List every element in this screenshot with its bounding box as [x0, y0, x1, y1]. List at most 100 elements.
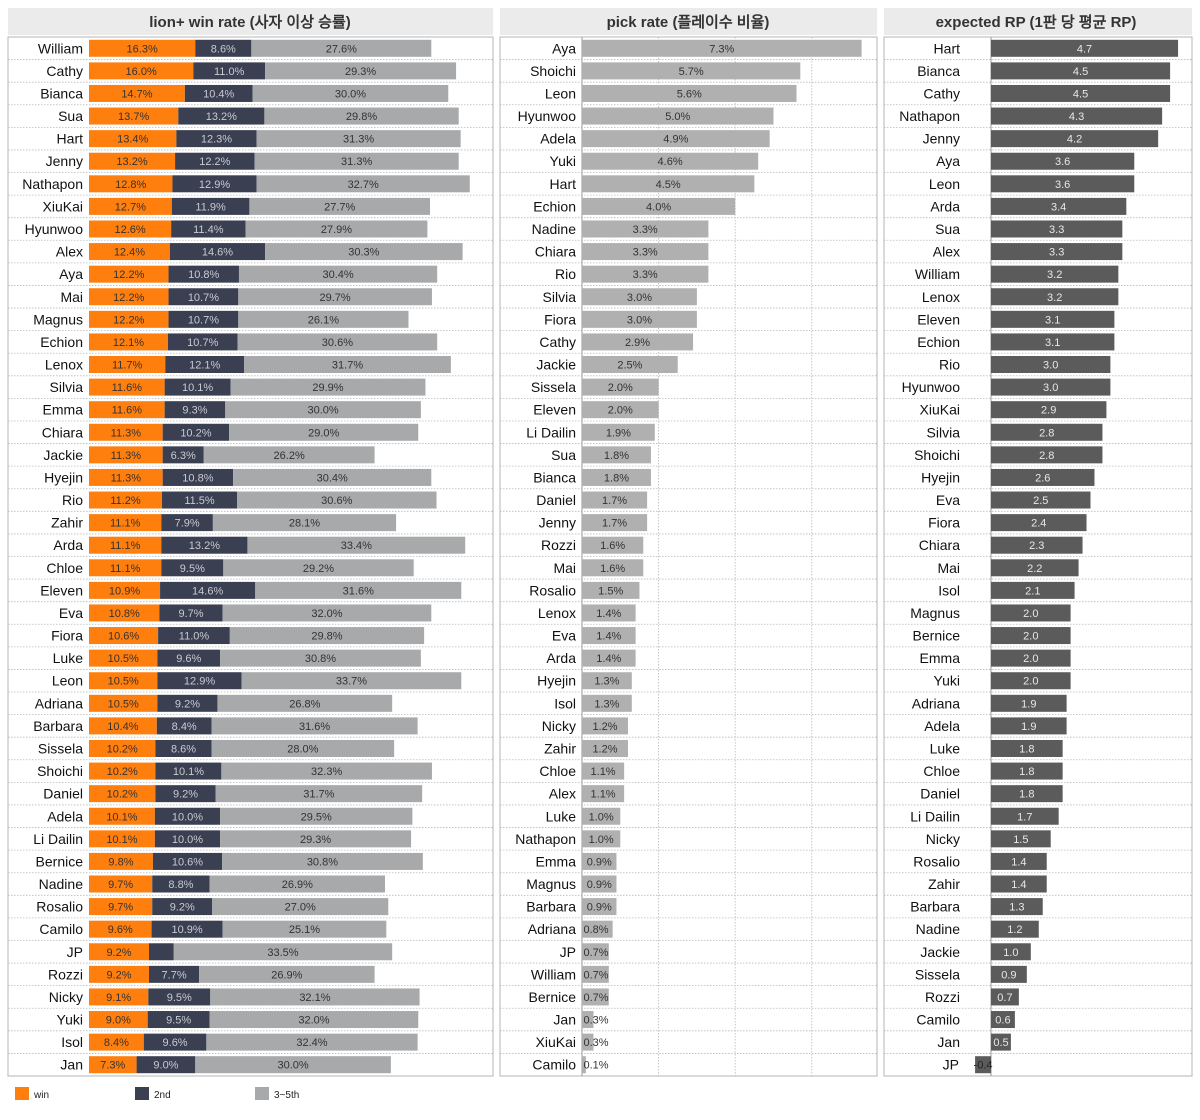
win-panel-bar-third-fifth — [206, 1033, 418, 1051]
pick-panel-character-label: Nadine — [532, 221, 577, 237]
win-panel-value-label-third-fifth: 29.3% — [345, 66, 376, 78]
pick-panel-character-label: Camilo — [532, 1057, 576, 1073]
rp-panel-value-label: 2.4 — [1031, 518, 1046, 530]
pick-panel-bar — [582, 378, 659, 396]
win-panel-value-label-third-fifth: 33.7% — [336, 676, 367, 688]
pick-panel-bar — [582, 581, 640, 599]
pick-panel-character-label: JP — [560, 944, 576, 960]
pick-panel-value-label: 5.0% — [665, 111, 690, 123]
pick-panel-character-label: Shoichi — [530, 63, 576, 79]
pick-panel-bar — [582, 130, 770, 148]
win-panel-value-label-second: 8.8% — [168, 879, 193, 891]
win-panel-value-label-third-fifth: 31.7% — [332, 360, 363, 372]
win-panel-bar-win — [89, 717, 157, 735]
win-panel-character-label: Emma — [43, 402, 84, 418]
pick-panel-bar — [582, 604, 636, 622]
win-panel-value-label-third-fifth: 26.1% — [308, 314, 339, 326]
win-panel-bar-second — [175, 152, 255, 170]
pick-panel-value-label: 1.0% — [589, 834, 614, 846]
win-panel-character-label: Isol — [61, 1034, 83, 1050]
win-panel-bar-third-fifth — [215, 785, 423, 803]
pick-panel-bar — [582, 807, 621, 825]
rp-panel-character-label: Chiara — [919, 537, 960, 553]
win-panel-value-label-third-fifth: 29.8% — [311, 631, 342, 643]
rp-panel-bar — [991, 785, 1063, 803]
win-panel-value-label-win: 12.6% — [114, 224, 145, 236]
rp-panel-bar — [991, 649, 1071, 667]
rp-panel-value-label: 0.9 — [1001, 969, 1016, 981]
pick-panel-bar — [582, 1056, 586, 1074]
win-panel-value-label-third-fifth: 27.6% — [326, 43, 357, 55]
rp-panel-value-label: 1.4 — [1011, 879, 1026, 891]
win-panel-character-label: William — [38, 40, 83, 56]
win-panel-value-label-second: 9.6% — [176, 653, 201, 665]
win-panel-character-label: Rosalio — [36, 899, 83, 915]
rp-panel-value-label: 1.7 — [1017, 811, 1032, 823]
rp-panel-bar — [991, 356, 1111, 374]
rp-panel-character-label: Emma — [920, 650, 961, 666]
rp-panel-bar — [991, 852, 1047, 870]
win-panel-value-label-win: 9.1% — [106, 992, 131, 1004]
win-panel-bar-third-fifth — [220, 649, 421, 667]
win-panel-character-label: Eleven — [40, 582, 83, 598]
win-panel-bar-second — [184, 84, 253, 102]
pick-panel-character-label: XiuKai — [536, 1034, 576, 1050]
win-panel-character-label: Echion — [40, 334, 83, 350]
panel-expected-rp: expected RP (1판 당 평균 RP) Hart 4.7 Bianca 4.… — [883, 8, 1193, 1077]
rp-panel-value-label: 3.0 — [1043, 382, 1058, 394]
rp-panel-bar — [991, 491, 1091, 509]
win-panel-value-label-second: 12.9% — [184, 676, 215, 688]
pick-panel-bar — [582, 762, 625, 780]
win-panel-bar-third-fifth — [225, 401, 421, 419]
rp-panel-bar — [991, 84, 1171, 102]
win-panel-value-label-second: 13.2% — [206, 111, 237, 123]
rp-panel-value-label: 3.6 — [1055, 179, 1070, 191]
pick-panel-character-label: Nathapon — [515, 831, 576, 847]
rp-panel-character-label: Yuki — [934, 673, 960, 689]
win-panel-value-label-third-fifth: 28.1% — [289, 518, 320, 530]
win-panel-bar-second — [159, 604, 223, 622]
win-panel-value-label-second: 10.7% — [188, 292, 219, 304]
rp-panel-value-label: 2.0 — [1023, 653, 1038, 665]
win-panel-character-label: Chiara — [42, 424, 83, 440]
win-panel-character-label: Rio — [62, 492, 83, 508]
win-panel-value-label-second: 10.8% — [182, 472, 213, 484]
pick-panel-value-label: 7.3% — [709, 43, 734, 55]
win-panel-bar-third-fifth — [252, 84, 449, 102]
win-panel-value-label-win: 12.2% — [113, 292, 144, 304]
win-panel-value-label-third-fifth: 26.2% — [274, 450, 305, 462]
win-panel-bar-win — [89, 559, 162, 577]
win-panel-value-label-third-fifth: 27.7% — [324, 201, 355, 213]
pick-panel-character-label: Mai — [553, 560, 576, 576]
legend-win-swatch — [15, 1087, 29, 1100]
win-panel-value-label-win: 11.6% — [112, 405, 143, 417]
pick-panel-value-label: 1.2% — [592, 721, 617, 733]
panel-win-rate-title: lion+ win rate (사자 이상 승률) — [149, 14, 351, 31]
rp-panel-bar — [991, 536, 1083, 554]
rp-panel-value-label: 0.7 — [997, 992, 1012, 1004]
rp-panel-bar — [991, 378, 1111, 396]
win-panel-value-label-win: 10.5% — [108, 653, 139, 665]
win-panel-value-label-win: 9.7% — [108, 879, 133, 891]
pick-panel-character-label: Adela — [540, 131, 576, 147]
rp-panel-value-label: 2.3 — [1029, 540, 1044, 552]
rp-panel-value-label: 2.6 — [1035, 472, 1050, 484]
win-panel-value-label-third-fifth: 31.7% — [303, 789, 334, 801]
pick-panel-character-label: Jackie — [536, 357, 576, 373]
rp-panel-character-label: Hyunwoo — [902, 379, 961, 395]
pick-panel-bar — [582, 559, 644, 577]
win-panel-value-label-win: 12.1% — [113, 337, 144, 349]
legend: win 2nd 3~5th — [15, 1087, 299, 1101]
win-panel-character-label: Jan — [60, 1057, 83, 1073]
win-panel-value-label-win: 11.2% — [110, 495, 141, 507]
win-panel-value-label-win: 11.3% — [111, 472, 142, 484]
rp-panel-value-label: 0.6 — [995, 1015, 1010, 1027]
win-panel-value-label-second: 9.7% — [178, 608, 203, 620]
rp-panel-bar — [991, 152, 1135, 170]
win-panel-value-label-win: 9.2% — [106, 947, 131, 959]
win-panel-bar-win — [89, 468, 163, 486]
pick-panel-bar — [582, 152, 759, 170]
win-panel-value-label-third-fifth: 29.0% — [308, 427, 339, 439]
win-panel-bar-third-fifth — [222, 920, 387, 938]
win-panel-character-label: Hart — [57, 131, 84, 147]
